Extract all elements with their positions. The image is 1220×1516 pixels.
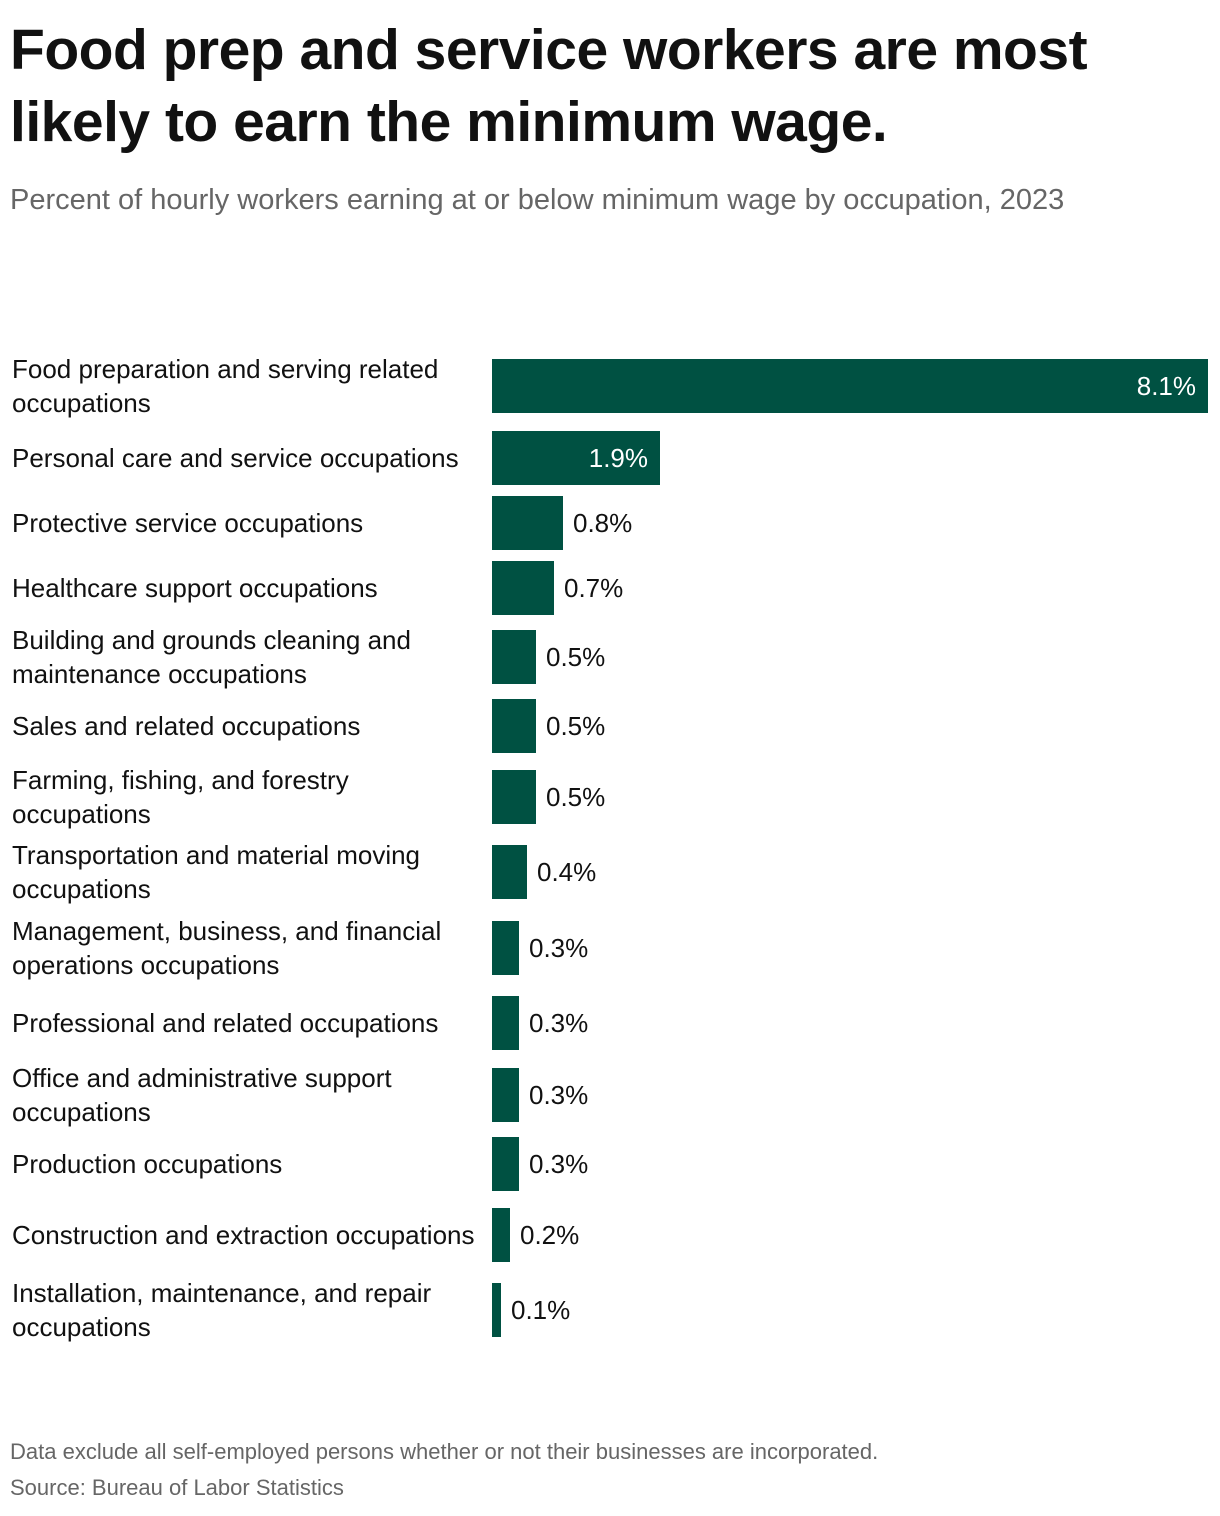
- category-label: Sales and related occupations: [12, 711, 361, 741]
- bar: [492, 1208, 510, 1262]
- bar: [492, 496, 563, 550]
- bar: [492, 845, 527, 899]
- bar: [492, 996, 519, 1050]
- value-label: 0.2%: [520, 1220, 580, 1250]
- value-label: 0.3%: [529, 1080, 589, 1110]
- category-label: Office and administrative support occupa…: [12, 1063, 392, 1127]
- bar: [492, 921, 519, 975]
- value-label: 0.5%: [546, 642, 606, 672]
- category-label: Farming, fishing, and forestry occupatio…: [12, 765, 349, 829]
- category-label: Transportation and material moving occup…: [12, 840, 421, 904]
- category-label: Production occupations: [12, 1149, 283, 1179]
- bar: [492, 630, 536, 684]
- value-label: 0.3%: [529, 933, 589, 963]
- bar-chart: Food preparation and serving related occ…: [0, 340, 1220, 1350]
- category-label: Management, business, and financial oper…: [12, 916, 442, 980]
- bar: [492, 359, 1208, 413]
- bar: [492, 770, 536, 824]
- category-label: Building and grounds cleaning and mainte…: [12, 625, 411, 689]
- bar: [492, 431, 660, 485]
- chart-title: Food prep and service workers are most l…: [10, 18, 1088, 154]
- category-label: Personal care and service occupations: [12, 443, 459, 473]
- value-label: 0.3%: [529, 1008, 589, 1038]
- value-label: 1.9%: [588, 443, 648, 473]
- category-label: Healthcare support occupations: [12, 573, 378, 603]
- chart-subtitle: Percent of hourly workers earning at or …: [10, 184, 1065, 216]
- bar: [492, 561, 554, 615]
- source-credit: Source: Bureau of Labor Statistics: [10, 1475, 344, 1500]
- bar: [492, 699, 536, 753]
- value-label: 0.8%: [573, 508, 633, 538]
- value-label: 0.7%: [564, 573, 624, 603]
- value-label: 0.5%: [546, 782, 606, 812]
- bar: [492, 1283, 501, 1337]
- value-label: 0.1%: [511, 1295, 571, 1325]
- category-label: Food preparation and serving related occ…: [12, 354, 439, 418]
- category-label: Construction and extraction occupations: [12, 1220, 475, 1250]
- value-label: 0.4%: [537, 857, 597, 887]
- value-label: 0.3%: [529, 1149, 589, 1179]
- value-label: 8.1%: [1136, 371, 1196, 401]
- category-label: Protective service occupations: [12, 508, 364, 538]
- category-label: Professional and related occupations: [12, 1008, 439, 1038]
- category-label: Installation, maintenance, and repair oc…: [12, 1278, 432, 1342]
- bar: [492, 1068, 519, 1122]
- data-note: Data exclude all self-employed persons w…: [10, 1439, 879, 1464]
- value-label: 0.5%: [546, 711, 606, 741]
- bar: [492, 1137, 519, 1191]
